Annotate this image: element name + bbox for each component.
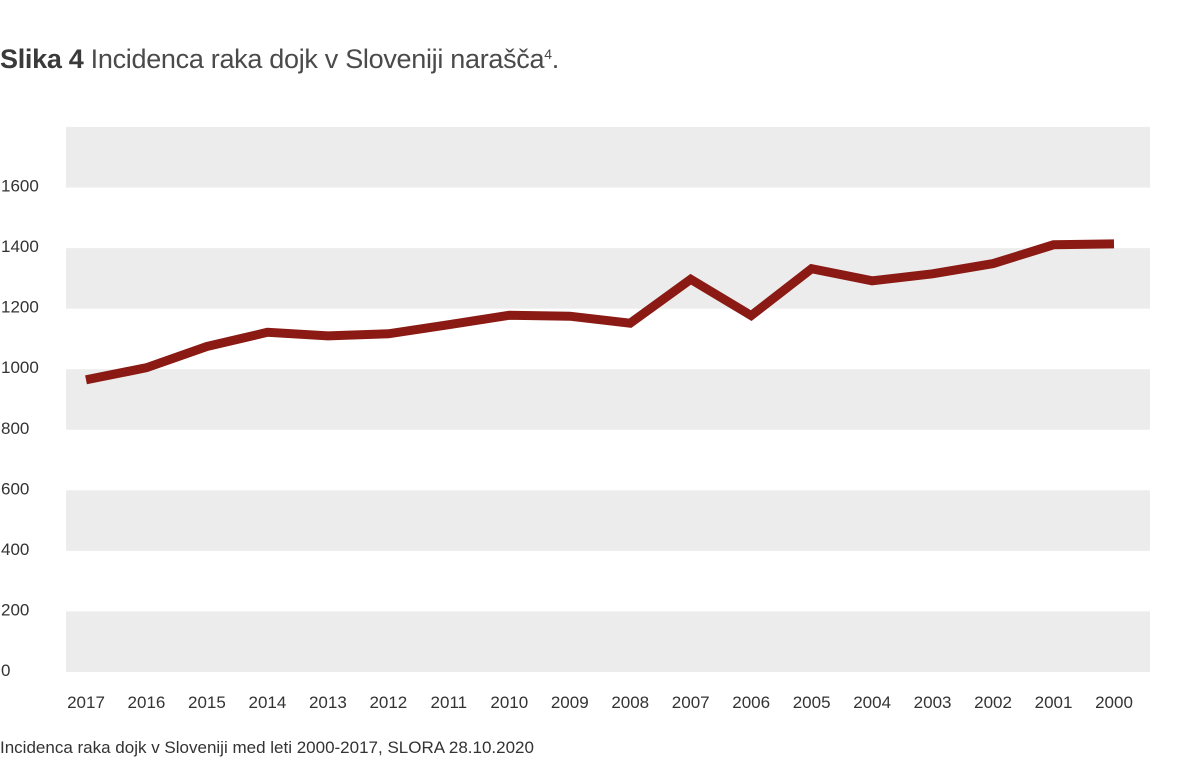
x-tick-label: 2005 [793,693,831,712]
x-tick-label: 2002 [974,693,1012,712]
y-tick-label: 400 [1,540,29,559]
y-axis-ticks: 0 200 400 600 800 1000 1200 1400 1600 [1,177,39,680]
x-tick-label: 2015 [188,693,226,712]
x-tick-label: 2016 [128,693,166,712]
x-tick-label: 2003 [914,693,952,712]
x-tick-label: 2013 [309,693,347,712]
x-tick-label: 2006 [732,693,770,712]
grid-band [66,248,1150,309]
y-tick-label: 0 [1,661,10,680]
y-tick-label: 800 [1,419,29,438]
y-tick-label: 600 [1,479,29,498]
y-tick-label: 1400 [1,237,39,256]
grid-band [66,490,1150,551]
series-line [85,239,1115,385]
grid-band [66,127,1150,188]
x-tick-label: 2008 [611,693,649,712]
y-tick-label: 1200 [1,298,39,317]
x-tick-label: 2009 [551,693,589,712]
figure-title: Slika 4 Incidenca raka dojk v Sloveniji … [0,44,559,75]
x-tick-label: 2004 [853,693,891,712]
figure-prefix: Slika 4 [0,44,84,74]
grid-bands [66,127,1150,672]
x-tick-label: 2000 [1095,693,1133,712]
grid-band [66,369,1150,430]
y-tick-label: 200 [1,600,29,619]
x-tick-label: 2001 [1035,693,1073,712]
series-group [85,239,1115,385]
figure-title-text: Incidenca raka dojk v Sloveniji narašča [90,44,545,74]
y-tick-label: 1000 [1,358,39,377]
figure-caption: Incidenca raka dojk v Sloveniji med leti… [0,738,534,757]
x-tick-label: 2007 [672,693,710,712]
footnote-marker: 4 [544,46,552,62]
grid-band [66,611,1150,672]
title-end: . [551,44,560,74]
x-tick-label: 2014 [248,693,286,712]
x-tick-label: 2017 [67,693,105,712]
x-axis-ticks: 2017 2016 2015 2014 2013 2012 2011 2010 2009 2008… [67,693,1133,712]
x-tick-label: 2012 [369,693,407,712]
y-tick-label: 1600 [1,177,39,196]
x-tick-label: 2010 [490,693,528,712]
x-tick-label: 2011 [431,693,468,712]
